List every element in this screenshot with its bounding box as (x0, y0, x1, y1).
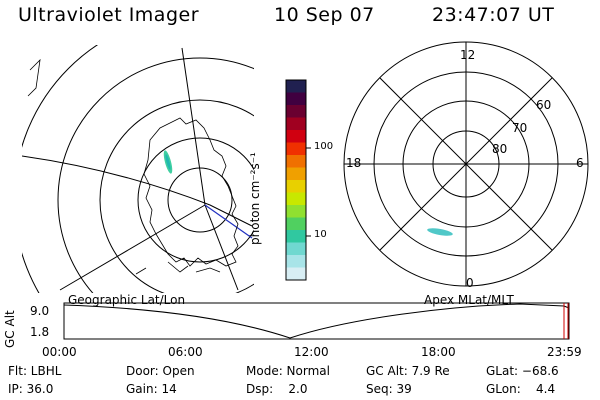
colorbar-band (286, 130, 306, 143)
lat-label-70: 70 (512, 121, 528, 135)
timeline-axis-label: GC Alt (3, 310, 17, 348)
colorbar-band (286, 217, 306, 231)
status-gain: Gain: 14 (126, 382, 177, 396)
status-glat: GLat: −68.6 (486, 364, 559, 378)
instrument-title: Ultraviolet Imager (18, 4, 200, 26)
polar-plot (343, 41, 589, 287)
mlt-label-18: 18 (346, 156, 362, 170)
colorbar-band (286, 80, 306, 93)
colorbar-frame (285, 79, 307, 281)
status-glon: GLon: 4.4 (486, 382, 556, 396)
lat-circle (167, 167, 233, 233)
colorbar-band (286, 267, 306, 281)
timeline-xtick: 18:00 (421, 345, 456, 359)
timeline-ytick: 1.8 (30, 325, 50, 339)
geographic-map (22, 45, 254, 293)
terminator-line (204, 204, 253, 239)
polar-diagonal (379, 77, 553, 251)
lat-circle (22, 45, 99, 293)
lat-circle (137, 137, 254, 263)
aurora-emission-core (165, 154, 171, 170)
status-ip: IP: 36.0 (8, 382, 54, 396)
colorbar-band (286, 167, 306, 181)
mlt-label-0: 0 (466, 276, 474, 290)
time-label: 23:47:07 UT (432, 4, 555, 26)
colorbar-band (286, 105, 306, 118)
status-seq: Seq: 39 (366, 382, 412, 396)
polar-panel-label: Apex MLat/MLT (424, 293, 514, 307)
colorbar-band (286, 242, 306, 256)
timeline-ytick: 9.0 (30, 304, 50, 318)
timeline-plot (63, 302, 570, 340)
colorbar-band (286, 192, 306, 206)
colorbar-band (286, 255, 306, 268)
coastline (27, 58, 41, 97)
lat-circle (99, 99, 254, 293)
coastline (143, 117, 239, 267)
date-label: 10 Sep 07 (274, 4, 375, 26)
coastline (167, 261, 189, 273)
colorbar-band (286, 230, 306, 243)
status-door: Door: Open (126, 364, 195, 378)
mlt-label-6: 6 (576, 156, 584, 170)
status-gc-alt: GC Alt: 7.9 Re (366, 364, 450, 378)
timeline-xtick: 06:00 (168, 345, 203, 359)
timeline-xtick: 23:59 (547, 345, 582, 359)
lat-label-80: 80 (492, 142, 508, 156)
geo-panel-label: Geographic Lat/Lon (68, 293, 186, 307)
colorbar-band (286, 142, 306, 156)
lat-label-60: 60 (536, 98, 552, 112)
mlt-label-12: 12 (460, 48, 476, 62)
colorbar-band (286, 92, 306, 106)
status-dsp: Dsp: 2.0 (246, 382, 308, 396)
meridian-line (59, 204, 206, 291)
colorbar-tick-label: 10 (314, 229, 327, 240)
colorbar-band (286, 180, 306, 193)
polar-aurora-emission (427, 228, 453, 236)
meridian-line (22, 155, 253, 227)
colorbar (286, 80, 306, 281)
lat-circle (57, 57, 254, 293)
timeline-xtick: 00:00 (42, 345, 77, 359)
altitude-curve (63, 303, 570, 339)
colorbar-unit-label: photon cm⁻²s⁻¹ (248, 152, 262, 245)
colorbar-band (286, 117, 306, 131)
coastline (135, 267, 147, 275)
colorbar-band (286, 155, 306, 168)
coastline (195, 267, 221, 273)
timeline-xtick: 12:00 (294, 345, 329, 359)
status-mode: Mode: Normal (246, 364, 330, 378)
timeline-frame (63, 302, 570, 340)
status-filter: Flt: LBHL (8, 364, 62, 378)
meridian-line (181, 47, 206, 206)
colorbar-band (286, 205, 306, 218)
colorbar-tick-label: 100 (314, 141, 334, 152)
meridian-line (204, 204, 239, 291)
